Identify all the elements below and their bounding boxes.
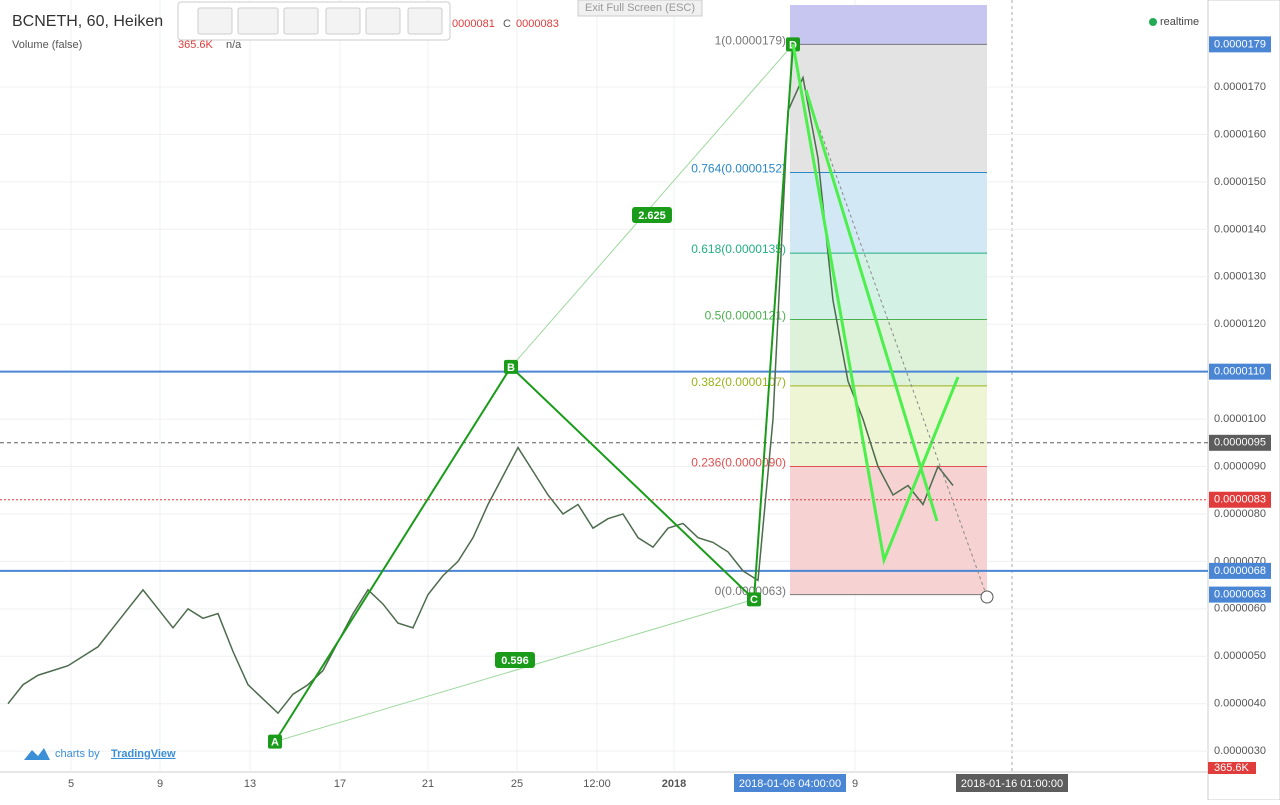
ohlc: 0000081 — [452, 18, 495, 30]
price-marker-label: 0.0000179 — [1214, 38, 1266, 50]
y-tick-label: 0.0000080 — [1214, 508, 1266, 520]
fib-label: 0.618(0.0000135) — [691, 242, 786, 256]
color-button[interactable] — [237, 7, 279, 35]
volume-value: 365.6K — [178, 39, 214, 51]
price-marker — [1209, 363, 1271, 380]
x-tick-label: 17 — [334, 778, 346, 790]
volume-label: Volume (false) — [12, 39, 82, 51]
price-line-series — [7, 75, 954, 715]
plot: 1(0.0000179) 0.764(0.0000152) 0.618(0.0000… — [0, 0, 1208, 772]
branding-prefix: charts by — [55, 748, 100, 760]
pattern-legs — [274, 44, 794, 743]
y-tick-label: 0.0000130 — [1214, 271, 1266, 283]
branding-link[interactable]: TradingView — [111, 748, 176, 760]
price-marker-label: 0.0000083 — [1214, 494, 1266, 506]
x-tick-label: 5 — [68, 778, 74, 790]
exit-label: Exit Full Screen (ESC) — [585, 2, 695, 14]
close-value: 0000083 — [516, 18, 559, 30]
x-tick-label: 21 — [422, 778, 434, 790]
ratio-label: 0.596 — [501, 655, 529, 667]
x-tick-label: 13 — [244, 778, 256, 790]
y-tick-label: 0.0000150 — [1214, 176, 1266, 188]
close-label: C — [503, 18, 511, 30]
fib-label: 0.382(0.0000107) — [691, 375, 786, 389]
volume-axis-label: 365.6K — [1214, 762, 1250, 774]
pattern-point-label: C — [750, 594, 758, 606]
ratio-label: 2.625 — [638, 210, 666, 222]
cursor-box — [734, 774, 846, 792]
price-marker-label: 0.0000095 — [1214, 437, 1266, 449]
price-marker-label: 0.0000063 — [1214, 589, 1266, 601]
trend-line — [819, 129, 988, 598]
y-tick-label: 0.0000060 — [1214, 603, 1266, 615]
pattern-guide — [274, 598, 755, 743]
price-marker — [1209, 562, 1271, 579]
toolbar-icons — [197, 7, 443, 35]
fib-label: 0.5(0.0000121) — [705, 309, 786, 323]
ratio-box — [495, 652, 535, 668]
symbol: BCNETH, 60, Heiken — [12, 13, 163, 30]
fib-zone — [790, 253, 987, 320]
fib-zone — [790, 172, 987, 254]
projection — [791, 43, 960, 566]
clone-button[interactable] — [283, 7, 319, 35]
projection — [804, 89, 939, 522]
pattern-guide — [510, 44, 794, 368]
pattern-point-label: B — [507, 362, 515, 374]
price-marker — [1209, 36, 1271, 53]
fib-zone — [790, 319, 987, 386]
fib-label: 0.236(0.0000090) — [691, 456, 786, 470]
y-tick-label: 0.0000160 — [1214, 128, 1266, 140]
price-marker — [1209, 586, 1271, 603]
fib-top-zone — [790, 5, 987, 45]
volume-na: n/a — [226, 39, 242, 51]
fib-zone — [790, 44, 987, 173]
settings-button[interactable] — [197, 7, 233, 35]
exit-button[interactable] — [577, 0, 703, 17]
price-marker-label: 0.0000110 — [1214, 366, 1265, 378]
price-marker-label: 0.0000068 — [1214, 565, 1266, 577]
x-tick-label: 12:00 — [583, 778, 611, 790]
price-marker — [1209, 434, 1271, 451]
logo — [24, 748, 50, 760]
y-tick-label: 0.0000090 — [1214, 460, 1266, 472]
x-tick-label: 25 — [511, 778, 523, 790]
pattern-point — [504, 359, 518, 374]
y-tick-label: 0.0000120 — [1214, 318, 1266, 330]
pattern-point — [747, 592, 761, 607]
fib-label: 0.764(0.0000152) — [691, 162, 786, 176]
status: realtime — [1160, 16, 1199, 28]
x-tick-label: 2018 — [662, 778, 686, 790]
fib-label: 0(0.0000063) — [715, 584, 786, 598]
hide-button[interactable] — [365, 7, 401, 35]
price-marker — [1209, 491, 1271, 508]
fib-zone — [790, 385, 987, 467]
x-tick-label: 9 — [852, 778, 858, 790]
y-tick-label: 0.0000100 — [1214, 413, 1266, 425]
y-tick-label: 0.0000040 — [1214, 698, 1266, 710]
x-tick-label: 9 — [157, 778, 163, 790]
pattern-point — [268, 734, 282, 749]
y-tick-label: 0.0000140 — [1214, 223, 1266, 235]
handle — [980, 590, 994, 604]
y-tick-label: 0.0000050 — [1214, 650, 1266, 662]
cursor-label: 2018-01-06 04:00:00 — [739, 778, 841, 790]
cursor-box — [956, 774, 1068, 792]
fib-label: 1(0.0000179) — [715, 34, 786, 48]
status-dot — [1149, 18, 1157, 26]
ratio-box — [632, 207, 672, 223]
y-tick-label: 0.0000170 — [1214, 81, 1266, 93]
pattern-point-label: A — [271, 737, 279, 749]
price-axis — [1207, 0, 1280, 801]
cursor-label: 2018-01-16 01:00:00 — [961, 778, 1063, 790]
y-tick-label: 0.0000030 — [1214, 745, 1266, 757]
lock-button[interactable] — [325, 7, 361, 35]
delete-button[interactable] — [407, 7, 443, 35]
volume-axis-marker — [1208, 762, 1256, 774]
